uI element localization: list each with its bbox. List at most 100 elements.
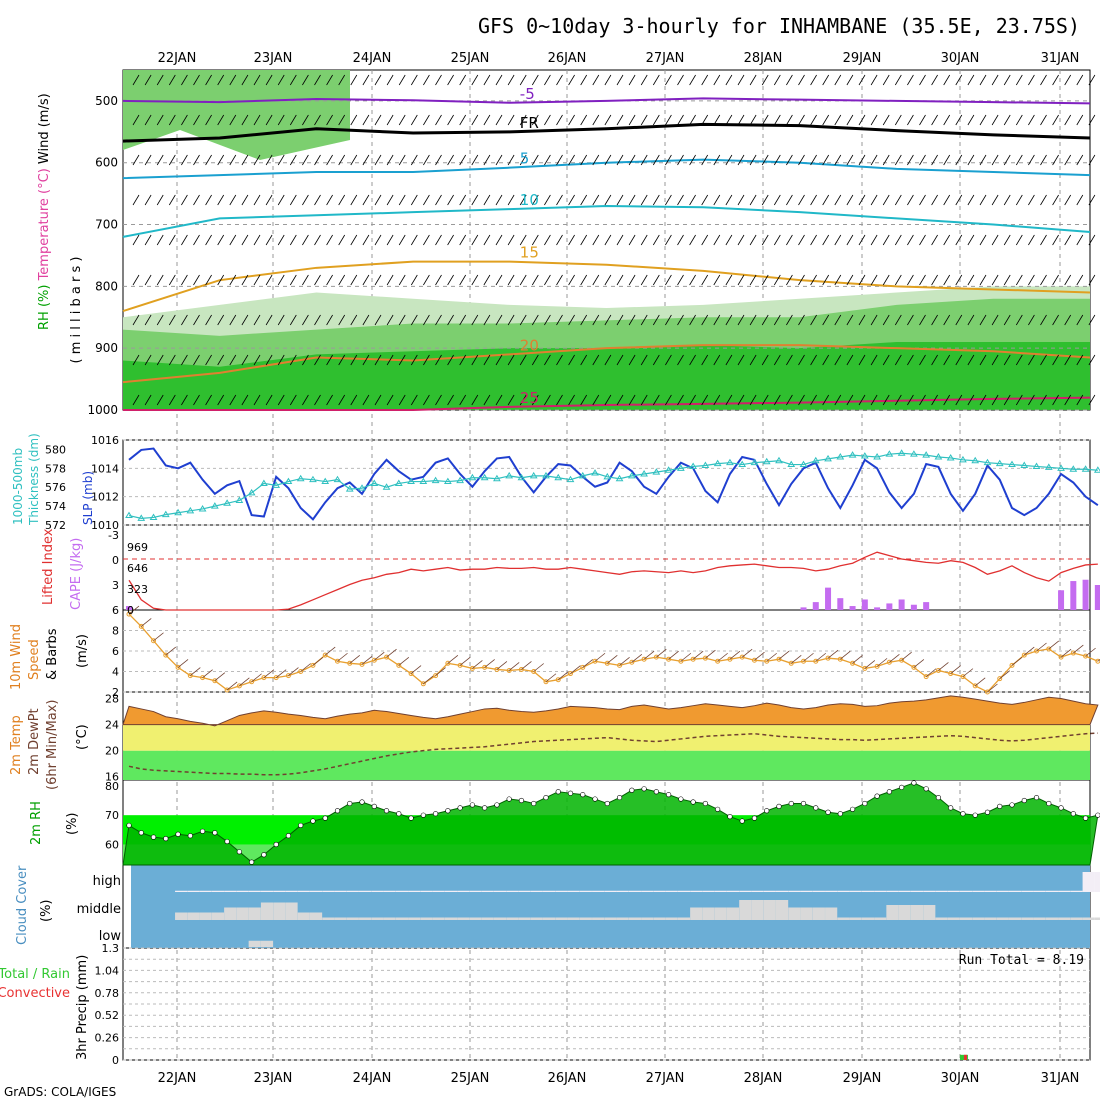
li-ylabel: Lifted Index xyxy=(41,528,56,605)
wind-barb xyxy=(435,354,442,366)
thickness-tick-label: 578 xyxy=(45,462,66,475)
cloud-level-label: high xyxy=(93,874,121,889)
wind-barb xyxy=(1088,114,1096,126)
wind-barb xyxy=(495,114,503,126)
wind-barb xyxy=(374,394,382,406)
cloud-bar xyxy=(493,917,507,920)
wind-barb-10m xyxy=(1085,647,1096,657)
wind-speed-marker xyxy=(702,655,708,661)
cloud-bar xyxy=(444,890,458,892)
rh-marker xyxy=(837,811,843,817)
cloud-bar xyxy=(359,917,372,920)
rh-marker xyxy=(371,803,377,809)
wind-barb xyxy=(531,154,539,166)
wind-barb xyxy=(423,274,430,286)
wind-barb xyxy=(132,314,140,326)
wind-barb-10m xyxy=(288,667,299,676)
wind-barb xyxy=(701,114,709,126)
wind-barb xyxy=(289,274,297,286)
wind-barb xyxy=(822,274,830,286)
wind-barb xyxy=(1088,154,1096,166)
wind-barb xyxy=(338,234,346,246)
slp-tick-label: 1012 xyxy=(91,491,119,504)
thickness-marker xyxy=(603,472,612,480)
wind-barb xyxy=(495,74,503,86)
wind-barb xyxy=(1040,234,1047,246)
precip-legend-rain: Total / Rain xyxy=(0,967,70,982)
cloud-bar xyxy=(420,890,433,892)
wind-barb xyxy=(761,234,769,246)
wind-barb xyxy=(217,234,225,246)
wind-barb xyxy=(834,234,842,246)
wind-barb xyxy=(810,394,817,406)
wind-barb xyxy=(544,114,551,126)
rh-marker xyxy=(494,802,500,808)
cloud-bar xyxy=(1082,917,1095,920)
wind-barb xyxy=(822,354,830,366)
cloud-bar xyxy=(1021,917,1034,920)
wind-barb xyxy=(604,74,612,86)
wind-barb xyxy=(314,194,321,206)
cloud-bar xyxy=(849,917,862,920)
wind-barb xyxy=(822,154,830,166)
wind-speed-marker xyxy=(629,659,635,665)
cape-ylabel: CAPE (J/kg) xyxy=(69,538,84,610)
thickness-marker xyxy=(517,473,526,481)
thickness-tick-label: 580 xyxy=(45,443,66,456)
wind-barb xyxy=(1064,274,1072,286)
wind-barb xyxy=(1028,194,1035,206)
cloud-bar xyxy=(1045,890,1058,892)
wind-barb xyxy=(1052,354,1059,366)
thickness-marker xyxy=(566,475,575,483)
thickness-marker xyxy=(529,471,538,479)
wind-barb xyxy=(386,234,394,246)
wind-barb xyxy=(955,234,963,246)
wind-speed-marker xyxy=(1034,648,1040,654)
cloud-bar xyxy=(322,917,335,920)
wind-speed-marker xyxy=(445,660,451,666)
thickness-marker xyxy=(676,464,685,471)
thickness-marker xyxy=(443,477,452,485)
wind-barb xyxy=(1040,314,1047,326)
cloud-bar xyxy=(935,917,948,920)
thickness-marker xyxy=(345,485,354,492)
rh-marker xyxy=(629,787,635,793)
cloud-bar xyxy=(224,890,237,892)
wind-barb-10m xyxy=(545,673,557,683)
cloud-bar xyxy=(408,890,421,892)
rh-marker xyxy=(469,802,475,808)
thickness-marker xyxy=(247,488,256,496)
wind-barb xyxy=(1052,394,1059,406)
wind-barb xyxy=(1015,74,1023,86)
wind-barb xyxy=(556,114,563,126)
wind-ylabel-3: & Barbs xyxy=(45,628,60,680)
thickness-marker xyxy=(296,474,305,482)
wind-barb xyxy=(652,114,660,126)
rh-marker xyxy=(322,815,328,821)
wind-barb xyxy=(628,274,636,286)
wind-barb xyxy=(919,154,926,166)
cloud-bar xyxy=(641,890,654,892)
wind-barb xyxy=(181,74,188,86)
wind-barb xyxy=(495,194,503,206)
date-label-bottom: 28JAN xyxy=(744,1071,783,1086)
wind-barb xyxy=(205,114,212,126)
rh-marker xyxy=(849,806,856,812)
rh-marker xyxy=(874,793,880,799)
wind-speed-marker xyxy=(396,662,402,668)
wind-barb xyxy=(894,114,902,126)
cloud-bar xyxy=(506,890,519,892)
temp-ylabel-2: 2m DewPt xyxy=(27,708,42,775)
wind-barb xyxy=(265,234,273,246)
wind-barb xyxy=(531,394,539,406)
wind-barb xyxy=(507,314,515,326)
wind-barb xyxy=(423,74,430,86)
rh-marker xyxy=(592,796,598,802)
cloud-bar xyxy=(273,902,286,920)
wind-barb-10m xyxy=(557,671,569,681)
wind-barb-10m xyxy=(778,650,790,660)
wind-barb xyxy=(761,74,769,86)
wind-barb xyxy=(665,354,672,366)
cloud-bar xyxy=(175,890,188,892)
wind-barb xyxy=(241,274,249,286)
